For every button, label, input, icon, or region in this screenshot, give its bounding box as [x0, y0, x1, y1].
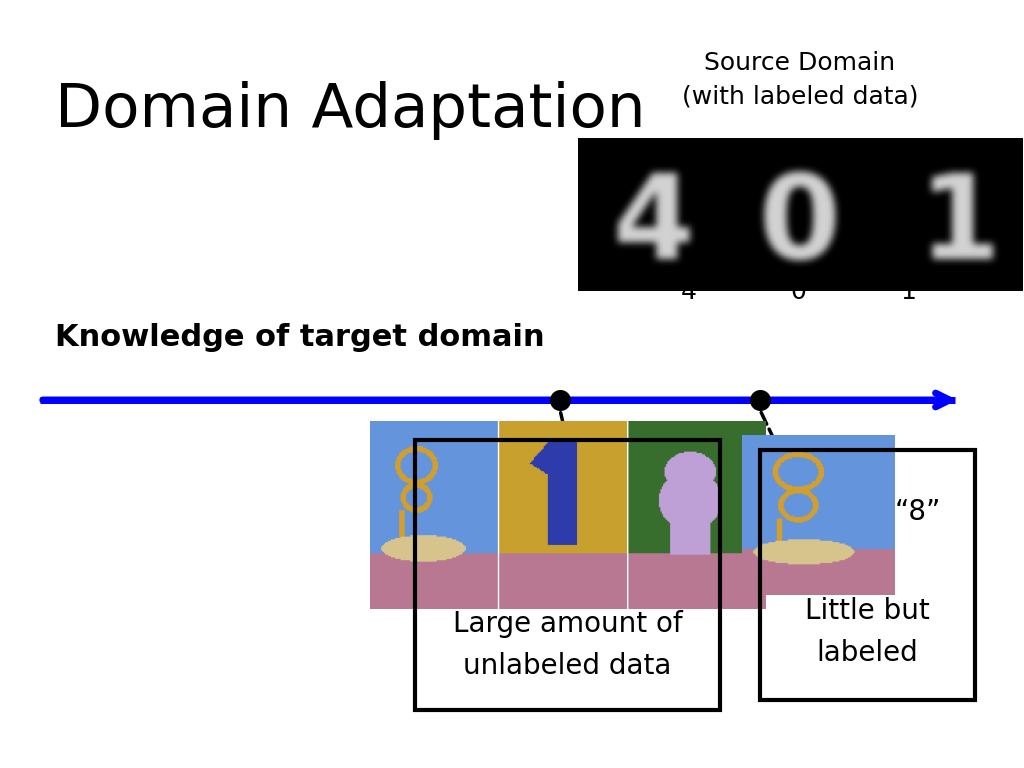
Text: Little but
labeled: Little but labeled — [805, 598, 930, 667]
Bar — [760, 450, 975, 700]
Text: Knowledge of target domain: Knowledge of target domain — [55, 323, 545, 353]
Text: “0”: “0” — [779, 280, 821, 304]
Point — [552, 394, 568, 406]
Text: Domain Adaptation: Domain Adaptation — [55, 81, 645, 140]
Text: “4”: “4” — [669, 280, 711, 304]
Text: Large amount of
unlabeled data: Large amount of unlabeled data — [453, 611, 682, 680]
Text: “8”: “8” — [895, 498, 941, 526]
Bar — [415, 440, 720, 710]
Text: “1”: “1” — [889, 280, 931, 304]
Text: Source Domain
(with labeled data): Source Domain (with labeled data) — [682, 51, 919, 109]
Point — [752, 394, 768, 406]
